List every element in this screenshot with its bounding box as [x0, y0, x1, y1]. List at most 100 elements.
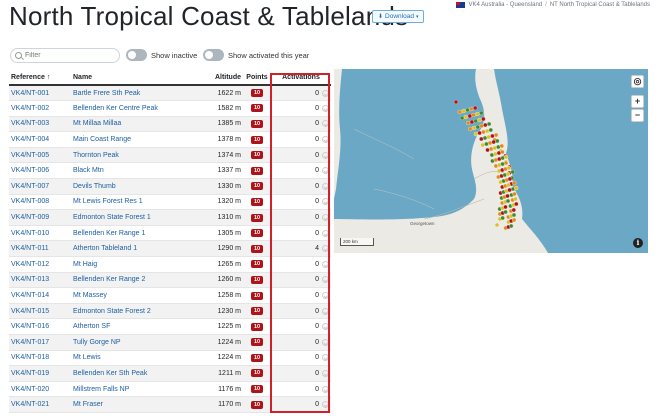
summit-reference[interactable]: VK4/NT-017: [9, 334, 71, 351]
filter-field[interactable]: [10, 48, 120, 63]
summit-reference-link[interactable]: VK4/NT-006: [11, 167, 50, 175]
summit-name[interactable]: Atherton Tableland 1: [71, 240, 207, 258]
summit-marker[interactable]: [486, 134, 491, 140]
check-circle-icon[interactable]: [322, 198, 329, 206]
summit-marker[interactable]: [513, 196, 518, 202]
summit-name-link[interactable]: Mt Millaa Millaa: [73, 120, 122, 128]
summit-marker[interactable]: [511, 217, 517, 223]
summit-reference-link[interactable]: VK4/NT-007: [11, 182, 50, 190]
summit-marker[interactable]: [477, 117, 482, 123]
summit-name-link[interactable]: Thornton Peak: [73, 151, 119, 159]
check-circle-icon[interactable]: [322, 307, 329, 315]
summit-marker[interactable]: [481, 116, 486, 122]
summit-map[interactable]: ◎ + − Georgetown 200 km i: [334, 69, 648, 253]
summit-name-link[interactable]: Atherton SF: [73, 323, 111, 331]
summit-marker[interactable]: [473, 131, 479, 137]
summit-marker[interactable]: [503, 204, 508, 210]
check-circle-icon[interactable]: [322, 354, 329, 362]
summit-marker[interactable]: [493, 132, 499, 138]
summit-marker[interactable]: [499, 143, 504, 149]
check-circle-icon[interactable]: [322, 385, 329, 393]
summit-name-link[interactable]: Edmonton State Forest 2: [73, 307, 151, 315]
summit-marker[interactable]: [492, 145, 497, 151]
summit-reference[interactable]: VK4/NT-001: [9, 85, 71, 102]
summit-name-link[interactable]: Bellenden Ker Range 2: [73, 276, 146, 284]
summit-name[interactable]: Mt Massey: [71, 287, 207, 304]
summit-name-link[interactable]: Devils Thumb: [73, 182, 116, 190]
summit-reference-link[interactable]: VK4/NT-001: [11, 89, 50, 97]
check-circle-icon[interactable]: [322, 338, 329, 346]
summit-reference-link[interactable]: VK4/NT-012: [11, 260, 50, 268]
table-row[interactable]: VK4/NT-004 Main Coast Range 1378 m 10 0: [9, 131, 331, 148]
summit-marker[interactable]: [511, 212, 517, 218]
summit-reference[interactable]: VK4/NT-013: [9, 272, 71, 289]
summit-reference[interactable]: VK4/NT-019: [9, 365, 71, 382]
summit-marker[interactable]: [505, 198, 511, 204]
table-row[interactable]: VK4/NT-010 Bellenden Ker Range 1 1305 m 10 0: [9, 225, 331, 242]
summit-reference-link[interactable]: VK4/NT-008: [11, 198, 50, 206]
check-circle-icon[interactable]: [322, 89, 329, 97]
summit-reference[interactable]: VK4/NT-004: [9, 131, 71, 148]
summit-marker[interactable]: [506, 182, 511, 188]
summit-marker[interactable]: [468, 126, 473, 132]
summit-reference-link[interactable]: VK4/NT-015: [11, 307, 50, 315]
toggle-switch[interactable]: [126, 49, 147, 61]
summit-reference[interactable]: VK4/NT-015: [9, 303, 71, 320]
summit-marker[interactable]: [505, 193, 510, 199]
table-row[interactable]: VK4/NT-006 Black Mtn 1337 m 10 0: [9, 162, 331, 180]
summit-name[interactable]: Black Mtn: [71, 162, 207, 180]
check-circle-icon[interactable]: [322, 276, 329, 284]
info-icon[interactable]: i: [633, 238, 643, 248]
table-row[interactable]: VK4/NT-005 Thornton Peak 1374 m 10 0: [9, 147, 331, 164]
summit-marker[interactable]: [514, 185, 519, 191]
summit-marker[interactable]: [479, 136, 484, 142]
summit-name[interactable]: Mt Millaa Millaa: [71, 116, 207, 133]
col-altitude[interactable]: Altitude: [207, 71, 243, 86]
summit-reference-link[interactable]: VK4/NT-020: [11, 385, 50, 393]
summit-marker[interactable]: [507, 187, 512, 193]
summit-reference[interactable]: VK4/NT-012: [9, 256, 71, 273]
summit-name-link[interactable]: Tully Gorge NP: [73, 338, 121, 346]
check-circle-icon[interactable]: [322, 104, 329, 112]
summit-name-link[interactable]: Millstrem Falls NP: [73, 385, 130, 393]
summit-name[interactable]: Bellenden Ker Range 2: [71, 272, 207, 289]
summit-marker[interactable]: [509, 223, 514, 229]
summit-marker[interactable]: [488, 146, 494, 152]
check-circle-icon[interactable]: [322, 369, 329, 377]
summit-marker[interactable]: [505, 171, 511, 177]
summit-marker[interactable]: [484, 141, 489, 147]
check-circle-icon[interactable]: [322, 323, 329, 331]
table-row[interactable]: VK4/NT-009 Edmonton State Forest 1 1310 m 1…: [9, 209, 331, 226]
summit-marker[interactable]: [475, 111, 480, 117]
col-reference[interactable]: Reference ↑: [9, 71, 71, 86]
table-row[interactable]: VK4/NT-018 Mt Lewis 1224 m 10 0: [9, 350, 331, 367]
table-row[interactable]: VK4/NT-019 Bellenden Ker Sth Peak 1211 m 10…: [9, 365, 331, 382]
summit-marker[interactable]: [463, 114, 469, 120]
summit-reference-link[interactable]: VK4/NT-005: [11, 151, 50, 159]
summit-reference-link[interactable]: VK4/NT-009: [11, 214, 50, 222]
summit-reference-link[interactable]: VK4/NT-014: [11, 292, 50, 300]
summit-reference[interactable]: VK4/NT-009: [9, 209, 71, 226]
table-row[interactable]: VK4/NT-007 Devils Thumb 1330 m 10 0: [9, 178, 331, 195]
summit-name-link[interactable]: Bellenden Ker Range 1: [73, 229, 146, 237]
summit-name-link[interactable]: Atherton Tableland 1: [73, 245, 138, 253]
table-row[interactable]: VK4/NT-002 Bellenden Ker Centre Peak 1582 …: [9, 100, 331, 117]
summit-name[interactable]: Edmonton State Forest 1: [71, 209, 207, 226]
summit-marker[interactable]: [506, 165, 511, 171]
summit-marker[interactable]: [479, 123, 484, 129]
summit-marker[interactable]: [483, 122, 488, 128]
locate-button[interactable]: ◎: [631, 75, 644, 88]
summit-marker[interactable]: [459, 115, 465, 121]
summit-name[interactable]: Bellenden Ker Centre Peak: [71, 100, 207, 117]
summit-name[interactable]: Bellenden Ker Range 1: [71, 225, 207, 242]
summit-marker[interactable]: [482, 135, 488, 141]
summit-name[interactable]: Tully Gorge NP: [71, 334, 207, 351]
summit-name[interactable]: Mt Lewis Forest Res 1: [71, 194, 207, 211]
summit-name-link[interactable]: Mt Lewis: [73, 354, 101, 362]
map-canvas[interactable]: [334, 69, 648, 253]
summit-name-link[interactable]: Bellenden Ker Centre Peak: [73, 104, 158, 112]
check-circle-icon[interactable]: [322, 401, 329, 409]
summit-marker[interactable]: [480, 142, 485, 148]
check-circle-icon[interactable]: [322, 245, 329, 253]
summit-marker[interactable]: [514, 201, 519, 207]
